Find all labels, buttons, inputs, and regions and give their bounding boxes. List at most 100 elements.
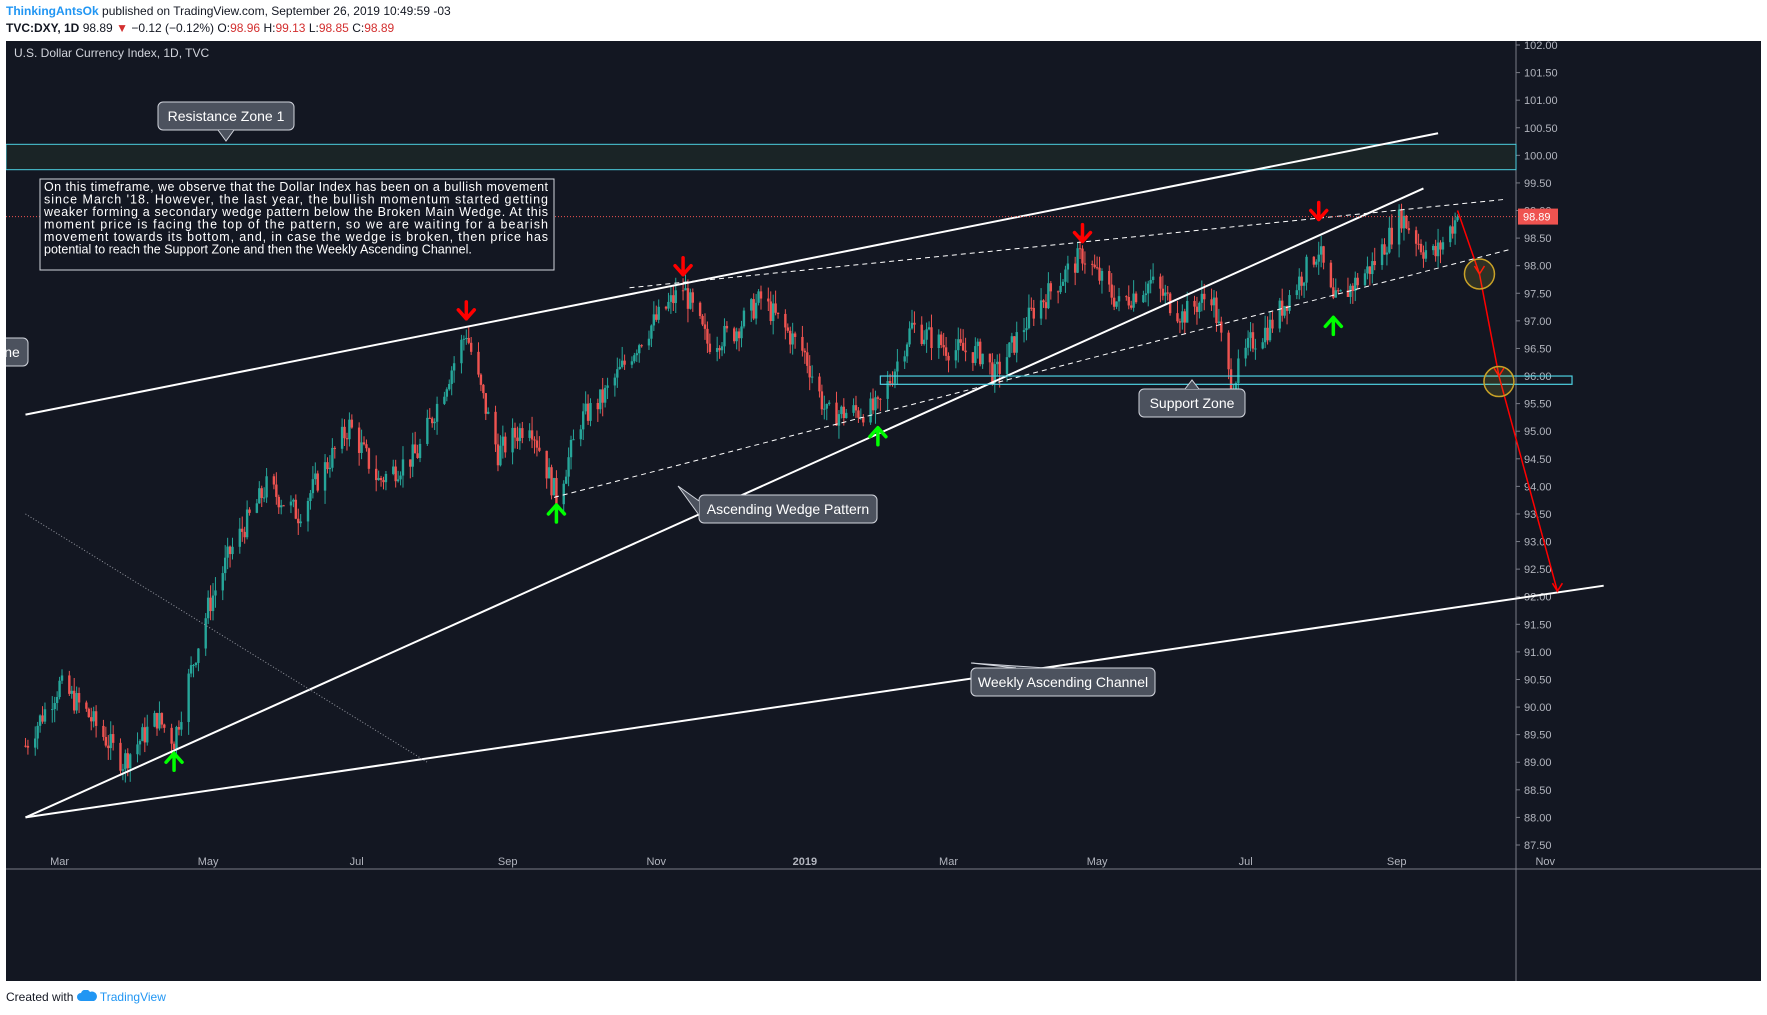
- candle-body: [90, 717, 93, 722]
- y-tick-label: 100.00: [1524, 150, 1558, 162]
- candle-body: [613, 377, 617, 386]
- candle-body: [1380, 244, 1384, 266]
- candle-body: [223, 557, 227, 574]
- candle-body: [1147, 283, 1150, 294]
- candle-body: [837, 414, 841, 426]
- candle-body: [170, 727, 173, 744]
- symbol-label: TVC:DXY, 1D: [6, 21, 80, 35]
- candle-body: [382, 480, 385, 483]
- candle-body: [289, 501, 293, 506]
- candle-body: [1319, 246, 1323, 255]
- candle-body: [262, 497, 266, 499]
- candle-body: [1456, 216, 1459, 221]
- candle-body: [401, 459, 405, 476]
- candle-body: [974, 346, 977, 363]
- candle-body: [231, 546, 234, 555]
- candle-body: [801, 336, 804, 351]
- candle-body: [754, 302, 758, 319]
- candle-body: [703, 324, 707, 329]
- y-tick-label: 94.50: [1524, 454, 1552, 466]
- wedge-upper-line: [25, 132, 1439, 416]
- candle-body: [708, 343, 712, 352]
- y-tick-label: 100.50: [1524, 123, 1558, 135]
- candle-body: [1083, 263, 1087, 265]
- candle-body: [384, 473, 388, 483]
- candle-body: [1129, 305, 1133, 308]
- candle-body: [1449, 226, 1452, 243]
- candle-body: [1047, 283, 1050, 309]
- candle-body: [206, 597, 210, 619]
- candle-body: [1161, 288, 1165, 296]
- candle-body: [1015, 332, 1018, 353]
- y-tick-label: 101.50: [1524, 68, 1558, 80]
- candle-body: [70, 690, 73, 694]
- candle-body: [869, 398, 872, 423]
- candle-body: [1095, 267, 1099, 269]
- y-tick-label: 96.50: [1524, 343, 1552, 355]
- candle-body: [545, 450, 548, 479]
- candle-body: [1010, 336, 1014, 343]
- y-tick-label: 90.00: [1524, 702, 1552, 714]
- candle-body: [555, 478, 558, 505]
- candle-body: [306, 500, 310, 522]
- bearish-arrow-icon: [1308, 200, 1329, 222]
- chart-area[interactable]: 102.00101.50101.00100.50100.0099.5099.00…: [0, 40, 1761, 981]
- y-tick-label: 98.00: [1524, 261, 1552, 273]
- candle-body: [586, 403, 590, 421]
- candle-body: [1030, 307, 1033, 309]
- candle-body: [1064, 269, 1067, 282]
- callout-label: Resistance Zone 1: [168, 108, 285, 124]
- candle-body: [1349, 285, 1352, 297]
- projection-line: [1478, 273, 1500, 377]
- candle-body: [1339, 290, 1342, 292]
- candle-body: [686, 288, 690, 309]
- callout-label: Ascending Wedge Pattern: [707, 501, 869, 517]
- candle-body: [413, 444, 417, 454]
- candle-body: [55, 697, 59, 703]
- candle-body: [808, 365, 811, 378]
- candle-body: [53, 702, 56, 710]
- note-line: movement towards its bottom, and, in cas…: [44, 230, 548, 244]
- candle-body: [516, 437, 519, 442]
- projection-line: [1456, 210, 1481, 275]
- candle-body: [38, 715, 42, 726]
- candle-body: [360, 442, 363, 453]
- candle-body: [1144, 293, 1148, 296]
- candle-body: [1181, 311, 1184, 323]
- candle-body: [650, 325, 653, 339]
- candle-body: [1078, 248, 1082, 250]
- candle-body: [1419, 243, 1423, 253]
- candle-body: [121, 769, 125, 771]
- candle-body: [1022, 330, 1026, 333]
- candle-body: [888, 381, 892, 384]
- price-chart[interactable]: 102.00101.50101.00100.50100.0099.5099.00…: [0, 40, 1761, 981]
- candle-body: [725, 325, 729, 329]
- candle-body: [691, 292, 695, 303]
- channel-callout: Weekly Ascending Channel: [970, 662, 1156, 697]
- candle-body: [1385, 252, 1389, 255]
- candle-body: [211, 595, 215, 612]
- projection-arrowhead: [1493, 367, 1505, 378]
- candle-body: [1329, 262, 1333, 288]
- candle-body: [119, 742, 122, 771]
- candle-body: [940, 334, 943, 346]
- candle-body: [784, 313, 787, 328]
- candle-body: [180, 722, 183, 730]
- candle-body: [465, 337, 468, 339]
- candle-body: [1453, 220, 1457, 234]
- author-link[interactable]: ThinkingAntsOk: [6, 4, 99, 18]
- close-label: C:: [352, 21, 365, 35]
- candle-body: [852, 405, 855, 413]
- low-value: 98.85: [318, 21, 349, 35]
- candle-body: [521, 428, 524, 438]
- candle-body: [633, 355, 636, 362]
- candle-body: [1271, 319, 1274, 329]
- tradingview-link[interactable]: TradingView: [99, 990, 166, 1004]
- candle-body: [1027, 307, 1031, 329]
- candle-body: [947, 355, 950, 361]
- candle-body: [409, 459, 412, 467]
- candle-body: [647, 338, 651, 346]
- candle-body: [767, 298, 770, 302]
- candle-body: [143, 727, 147, 743]
- y-tick-label: 96.00: [1524, 371, 1552, 383]
